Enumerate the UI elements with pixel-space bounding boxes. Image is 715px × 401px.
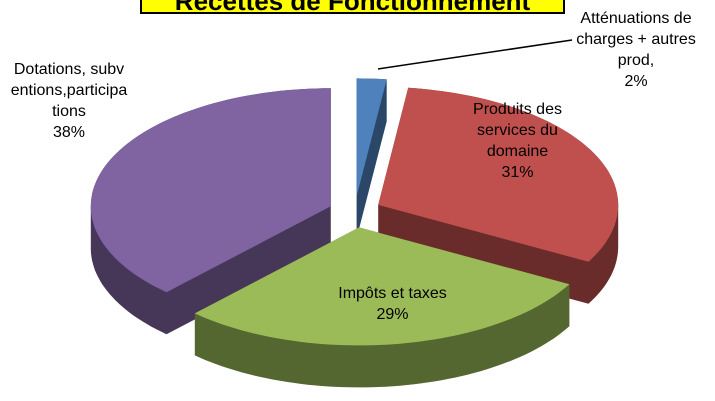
label-value: 31% xyxy=(501,164,534,181)
data-label: Atténuations de charges + autres prod, 2% xyxy=(566,8,706,92)
label-value: 38% xyxy=(52,124,86,141)
label-name: Produits des services du domaine xyxy=(473,101,562,160)
leader-line xyxy=(377,39,573,70)
label-value: 2% xyxy=(624,73,648,90)
data-label: Produits des services du domaine 31% xyxy=(455,99,580,183)
slice xyxy=(378,87,619,262)
slice xyxy=(194,227,570,346)
label-value: 29% xyxy=(376,306,409,323)
label-name: Atténuations de charges + autres prod, xyxy=(576,10,696,69)
slice xyxy=(90,88,331,293)
label-name: Dotations, subventions,participations xyxy=(10,61,128,120)
data-label: Dotations, subventions,participations 38% xyxy=(10,59,128,143)
data-label: Impôts et taxes 29% xyxy=(320,283,465,325)
label-name: Impôts et taxes xyxy=(338,285,447,302)
slice xyxy=(356,78,387,197)
chart-title: Recettes de Fonctionnement xyxy=(140,0,565,14)
